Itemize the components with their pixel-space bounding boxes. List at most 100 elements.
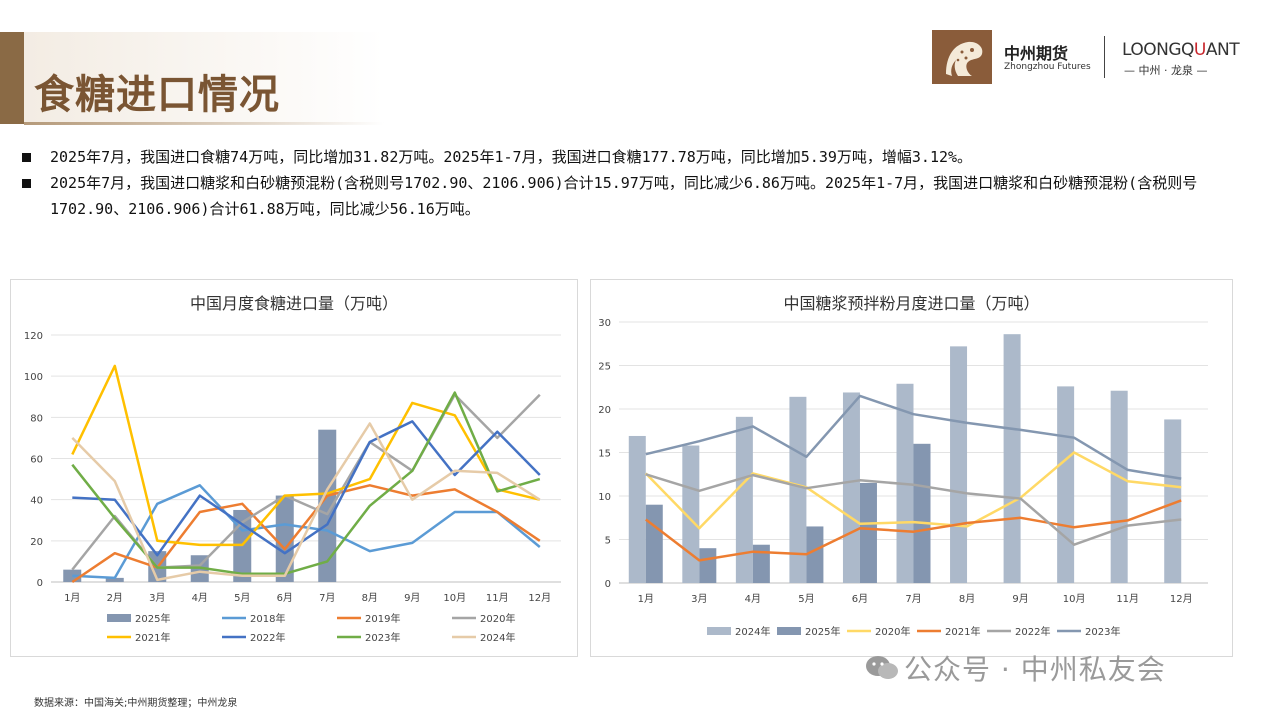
y-tick-label: 120 <box>24 331 43 342</box>
brand-name-cn: 中州期货 <box>1004 44 1069 63</box>
legend-label: 2023年 <box>365 631 400 644</box>
legend-swatch <box>777 627 801 635</box>
chart-title: 中国月度食糖进口量（万吨） <box>189 294 398 313</box>
x-tick-label: 11月 <box>486 592 509 604</box>
page-title: 食糖进口情况 <box>34 72 280 118</box>
legend-swatch <box>107 614 131 622</box>
series-line <box>72 420 541 557</box>
bar <box>682 445 700 583</box>
watermark: 公众号 · 中州私友会 <box>904 653 1166 686</box>
y-tick-label: 80 <box>30 413 43 424</box>
bar <box>275 495 294 582</box>
bar <box>645 504 663 583</box>
x-tick-label: 3月 <box>149 592 165 604</box>
bar <box>1057 386 1075 583</box>
bar <box>950 346 968 583</box>
bar <box>699 548 717 583</box>
bar <box>859 482 877 583</box>
x-tick-label: 12月 <box>1170 593 1193 605</box>
bullet-item: 2025年7月，我国进口糖浆和白砂糖预混粉(含税则号1702.90、2106.9… <box>22 170 1252 222</box>
brand-name-en: Zhongzhou Futures <box>1004 62 1091 72</box>
x-tick-label: 3月 <box>691 593 707 605</box>
y-tick-label: 0 <box>37 578 43 589</box>
y-tick-label: 60 <box>30 455 43 466</box>
bar <box>806 526 824 583</box>
x-tick-label: 7月 <box>319 592 335 604</box>
legend-label: 2018年 <box>250 612 285 625</box>
legend-label: 2023年 <box>1085 625 1120 638</box>
x-tick-label: 10月 <box>443 592 466 604</box>
y-tick-label: 20 <box>30 537 43 548</box>
legend-label: 2025年 <box>805 625 840 638</box>
bar <box>628 435 646 583</box>
x-tick-label: 12月 <box>528 592 551 604</box>
x-tick-label: 10月 <box>1063 593 1086 605</box>
legend-label: 2021年 <box>945 625 980 638</box>
loongquant-subtitle: — 中州 · 龙泉 — <box>1124 64 1208 77</box>
y-tick-label: 25 <box>598 362 611 373</box>
bar <box>105 577 124 582</box>
bullet-item: 2025年7月，我国进口食糖74万吨，同比增加31.82万吨。2025年1-7月… <box>22 144 1252 170</box>
y-tick-label: 0 <box>605 579 611 590</box>
x-tick-label: 11月 <box>1116 593 1139 605</box>
bar <box>1110 390 1128 583</box>
x-tick-label: 5月 <box>234 592 250 604</box>
x-tick-label: 1月 <box>64 592 80 604</box>
x-tick-label: 9月 <box>404 592 420 604</box>
title-background <box>24 32 384 124</box>
syrup-premix-chart-svg: 0 5 10 15 20 25 30 1月 3月 4月 5月 6月 7月 8月 9月 10月 11月 12月 202… <box>598 318 1208 638</box>
series-line <box>645 499 1182 562</box>
data-source-note: 数据来源：中国海关;中州期货整理；中州龙泉 <box>34 698 238 709</box>
syrup-premix-chart: 中国糖浆预拌粉月度进口量（万吨） 0 5 10 15 20 25 30 1月 3月 4月 5月 6月 7… <box>590 279 1233 657</box>
bar <box>842 392 860 583</box>
legend-label: 2020年 <box>875 625 910 638</box>
x-tick-label: 6月 <box>277 592 293 604</box>
title-accent-bar <box>0 32 24 124</box>
legend-label: 2022年 <box>250 631 285 644</box>
bar <box>735 416 753 583</box>
series-line <box>644 451 1182 530</box>
x-tick-label: 1月 <box>638 593 654 605</box>
legend-label: 2019年 <box>365 612 400 625</box>
y-tick-label: 40 <box>30 496 43 507</box>
wechat-icon <box>866 656 898 679</box>
bar <box>1164 419 1182 583</box>
bullet-list: 2025年7月，我国进口食糖74万吨，同比增加31.82万吨。2025年1-7月… <box>22 144 1252 222</box>
series-line <box>71 422 541 582</box>
x-tick-label: 9月 <box>1012 593 1028 605</box>
legend-label: 2024年 <box>735 625 770 638</box>
sugar-import-chart: 中国月度食糖进口量（万吨） 0 20 40 60 80 100 120 1月 2月 3月 4月 5月 6… <box>10 279 578 657</box>
x-tick-label: 7月 <box>905 593 921 605</box>
chart-title: 中国糖浆预拌粉月度进口量（万吨） <box>783 294 1040 313</box>
x-tick-label: 8月 <box>362 592 378 604</box>
series-line <box>645 473 1182 546</box>
loongquant-logo: LOONGQUANT <box>1122 40 1240 60</box>
bar <box>913 443 931 583</box>
brand-divider <box>1104 36 1105 78</box>
zhongzhou-logo-icon <box>932 30 992 84</box>
x-tick-label: 8月 <box>959 593 975 605</box>
title-underline <box>24 122 384 125</box>
y-tick-label: 100 <box>24 372 43 383</box>
series-line <box>71 391 541 576</box>
legend-label: 2022年 <box>1015 625 1050 638</box>
x-tick-label: 4月 <box>192 592 208 604</box>
legend-label: 2024年 <box>480 631 515 644</box>
x-tick-label: 5月 <box>798 593 814 605</box>
x-tick-label: 6月 <box>852 593 868 605</box>
legend-label: 2025年 <box>135 612 170 625</box>
x-tick-label: 4月 <box>745 593 761 605</box>
y-tick-label: 30 <box>598 318 611 329</box>
bar <box>789 396 807 583</box>
legend-swatch <box>707 627 731 635</box>
legend-label: 2021年 <box>135 631 170 644</box>
y-tick-label: 15 <box>598 449 611 460</box>
x-tick-label: 2月 <box>107 592 123 604</box>
series-line <box>645 394 1182 480</box>
bar <box>1003 334 1021 583</box>
sugar-import-chart-svg: 0 20 40 60 80 100 120 1月 2月 3月 4月 5月 6月 7月 8月 9月 10月 11月 1… <box>24 331 561 644</box>
bar <box>752 544 770 583</box>
y-tick-label: 5 <box>605 536 611 547</box>
y-tick-label: 10 <box>598 492 611 503</box>
bar <box>318 429 337 582</box>
